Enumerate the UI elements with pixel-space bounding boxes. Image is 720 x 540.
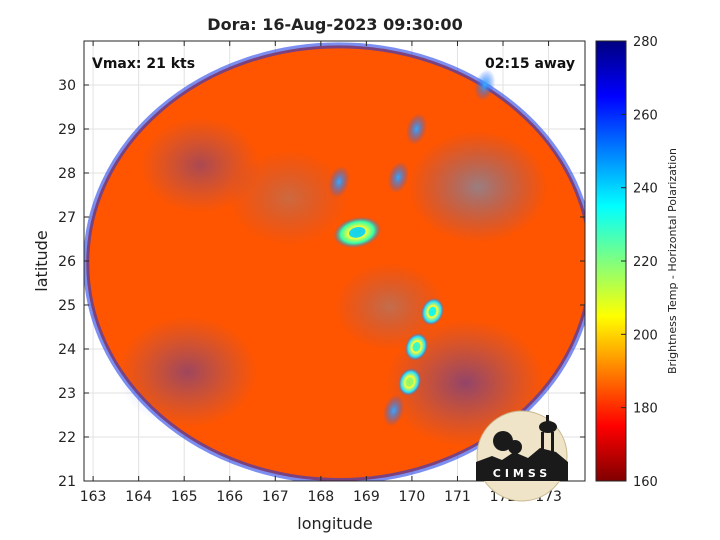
swath — [84, 42, 585, 481]
convection-feature — [405, 113, 427, 145]
convection-feature-core — [348, 226, 366, 238]
y-tick-label: 26 — [58, 254, 76, 270]
convection-features — [328, 69, 496, 427]
x-tick-label: 168 — [307, 489, 334, 505]
y-tick-label: 21 — [58, 474, 76, 490]
y-tick-label: 30 — [58, 78, 76, 94]
y-tick-label: 23 — [58, 386, 76, 402]
y-tick-label: 29 — [58, 122, 76, 138]
swath-texture — [117, 316, 258, 429]
x-axis-label: longitude — [297, 514, 372, 533]
x-tick-label: 169 — [353, 489, 380, 505]
x-tick-label: 171 — [444, 489, 471, 505]
cimss-logo-text: CIMSS — [493, 467, 551, 480]
convection-feature — [387, 161, 409, 194]
colorbar: 160 180 200 220 240 260 280 Brightness Temp - … — [595, 35, 679, 490]
colorbar-tick-label: 160 — [633, 475, 658, 490]
convection-feature-core — [412, 342, 421, 352]
y-tick-label: 24 — [58, 342, 76, 358]
convection-feature — [383, 394, 405, 427]
chart-title: Dora: 16-Aug-2023 09:30:00 — [207, 15, 462, 34]
y-tick-label: 25 — [58, 298, 76, 314]
colorbar-tick-label: 240 — [633, 182, 658, 197]
y-tick-label: 27 — [58, 210, 76, 226]
x-tick-label: 170 — [399, 489, 426, 505]
y-axis-label: latitude — [32, 230, 51, 291]
swath-texture — [408, 130, 549, 243]
vmax-annotation: Vmax: 21 kts — [92, 56, 195, 72]
colorbar-tick-label: 200 — [633, 328, 658, 343]
x-tick-label: 165 — [171, 489, 198, 505]
x-tick-label: 167 — [262, 489, 289, 505]
colorbar-ticks: 160 180 200 220 240 260 280 — [621, 35, 658, 490]
colorbar-label: Brightness Temp - Horizontal Polarizatio… — [666, 148, 679, 374]
convection-feature-core — [405, 377, 414, 387]
colorbar-tick-label: 220 — [633, 255, 658, 270]
x-tick-label: 166 — [216, 489, 243, 505]
colorbar-tick-label: 180 — [633, 402, 658, 417]
y-tick-label: 28 — [58, 166, 76, 182]
swath-texture — [334, 262, 445, 351]
convection-feature-core — [428, 306, 437, 317]
colorbar-tick-label: 280 — [633, 35, 658, 50]
x-tick-label: 163 — [80, 489, 107, 505]
convection-feature — [474, 69, 496, 101]
time-away-annotation: 02:15 away — [485, 56, 575, 72]
swath-edge — [84, 42, 585, 481]
x-tick-label: 164 — [125, 489, 152, 505]
convection-feature — [328, 166, 350, 198]
cimss-logo: CIMSS — [476, 410, 568, 502]
y-axis: 21 22 23 24 25 26 27 28 29 30 — [58, 78, 585, 490]
swath-texture — [228, 149, 349, 246]
colorbar-tick-label: 260 — [633, 108, 658, 123]
y-tick-label: 22 — [58, 430, 76, 446]
